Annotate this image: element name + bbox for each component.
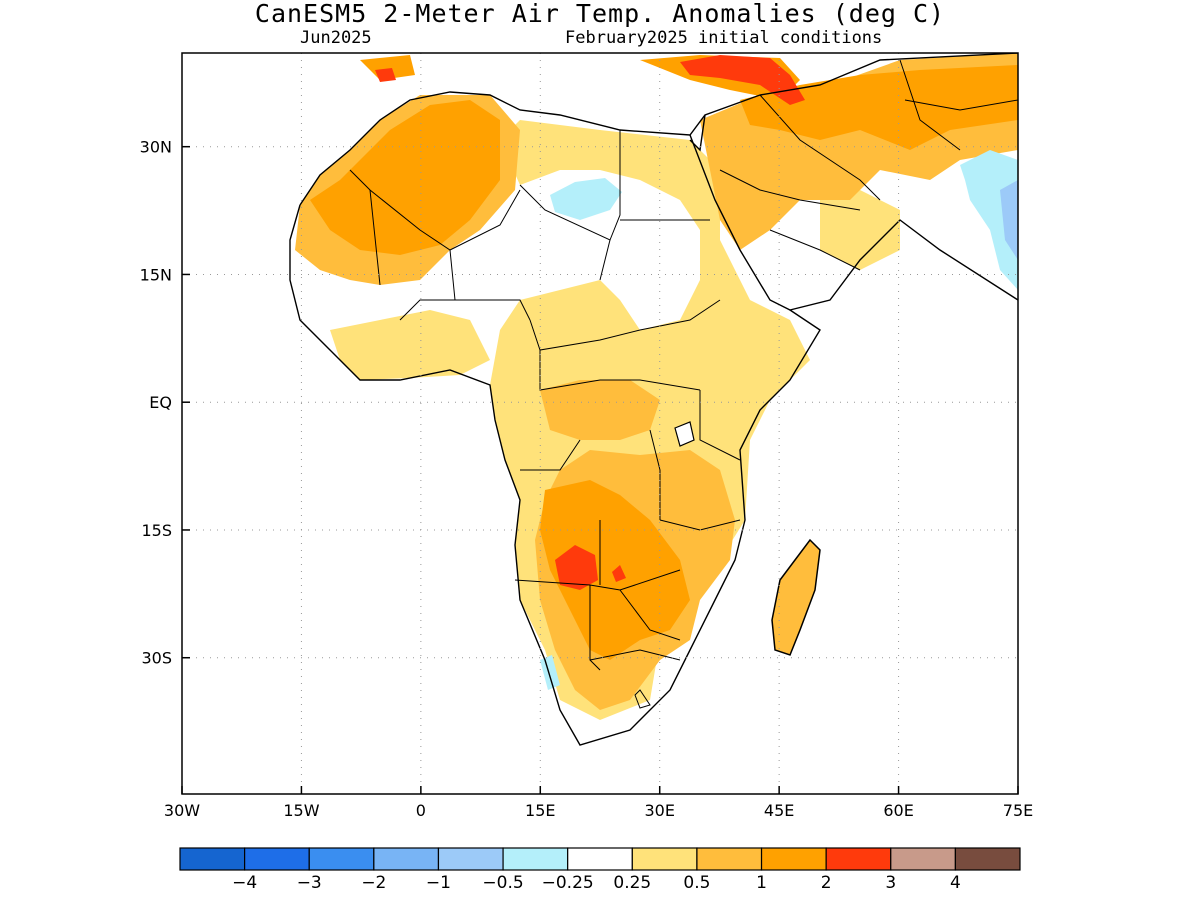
lakes	[674, 421, 695, 447]
coastlines	[289, 53, 1018, 746]
colorbar-swatch	[437, 847, 504, 871]
lon-tick-label: 30E	[644, 801, 674, 820]
colorbar-swatch	[825, 847, 892, 871]
lat-tick-label: 30N	[140, 138, 172, 157]
colorbar-label: 0.5	[683, 873, 710, 893]
colorbar-swatch	[244, 847, 310, 871]
lat-tick-label: 15N	[140, 265, 172, 284]
lat-tick-label: 30S	[141, 649, 172, 668]
lon-tick-label: 15W	[283, 801, 319, 820]
colorbar-swatch	[567, 847, 633, 871]
madagascar	[771, 538, 821, 656]
longitude-axis: 30W 15W 0 15E 30E 45E 60E 75E	[164, 786, 1033, 820]
colorbar-swatch	[502, 847, 569, 871]
colorbar-label: −4	[232, 873, 257, 893]
lat-tick-label: EQ	[149, 393, 172, 412]
lon-tick-label: 45E	[764, 801, 794, 820]
colorbar-label: 1	[756, 873, 767, 893]
colorbar-label: −2	[361, 873, 386, 893]
colorbar-swatch	[308, 847, 375, 871]
colorbar-label: 0.25	[613, 873, 651, 893]
map-title: CanESM5 2-Meter Air Temp. Anomalies (deg…	[254, 0, 946, 28]
colorbar-swatch	[696, 847, 763, 871]
anomaly-band-neg0.5	[1000, 180, 1018, 260]
anomaly-band-neg0.25	[540, 150, 1018, 690]
colorbar-swatch	[631, 847, 698, 871]
colorbar-label: 3	[885, 873, 896, 893]
initial-conditions: February2025 initial conditions	[565, 28, 883, 48]
colorbar-swatch	[179, 847, 246, 871]
lon-tick-label: 30W	[164, 801, 200, 820]
lon-tick-label: 60E	[883, 801, 913, 820]
colorbar-swatch	[760, 847, 827, 871]
colorbar-label: −0.25	[542, 873, 594, 893]
country-borders	[349, 59, 1018, 709]
lon-tick-label: 0	[416, 801, 426, 820]
latitude-axis: 30N 15N EQ 15S 30S	[140, 138, 190, 668]
colorbar-swatch	[373, 847, 440, 871]
lat-tick-label: 15S	[141, 521, 172, 540]
lon-tick-label: 15E	[525, 801, 555, 820]
colorbar-swatch	[890, 847, 956, 871]
map-frame	[181, 52, 1019, 795]
lon-tick-label: 75E	[1003, 801, 1033, 820]
colorbar: −4 −3 −2 −1 −0.5 −0.25 0.25 0.5 1 2 3 4	[179, 847, 1021, 893]
colorbar-label: −3	[297, 873, 322, 893]
colorbar-label: −0.5	[482, 873, 523, 893]
colorbar-label: 4	[950, 873, 961, 893]
colorbar-label: 2	[821, 873, 832, 893]
colorbar-swatch	[954, 847, 1021, 871]
forecast-month: Jun2025	[300, 28, 372, 48]
colorbar-label: −1	[426, 873, 451, 893]
